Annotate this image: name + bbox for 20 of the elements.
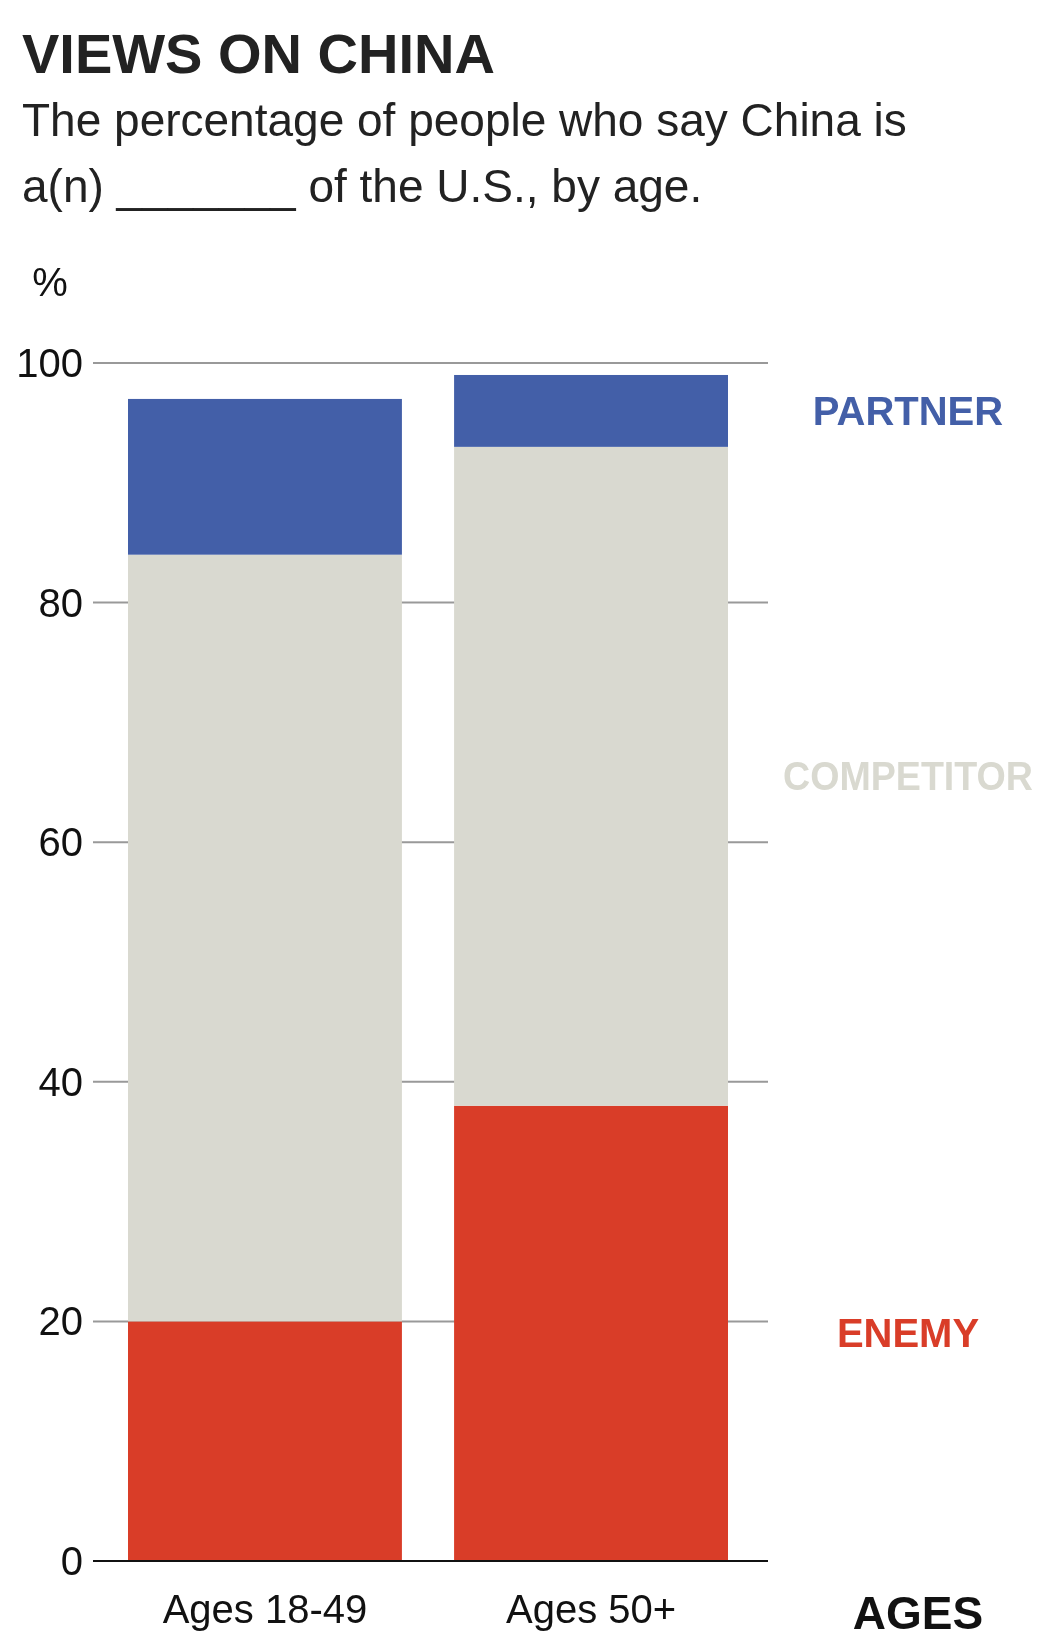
bar (454, 446, 728, 1106)
y-tick-label: 80 (38, 580, 83, 625)
text: ENEMY (836, 1311, 980, 1356)
chart-title: VIEWS ON CHINA (22, 22, 495, 85)
y-tick-label: 100 (16, 341, 83, 385)
chart-subtitle: The percentage of people who say China is a(n) _______ of the U.S., by age. (22, 94, 907, 212)
bar (128, 398, 402, 555)
y-tick-label: 40 (38, 1059, 83, 1104)
text: PARTNER (812, 388, 1004, 433)
x-axis-title: AGES (852, 1587, 984, 1639)
y-tick-label: 0 (60, 1539, 83, 1583)
x-tick-label: Ages 18-49 (162, 1587, 368, 1631)
x-tick-label: Ages 50+ (505, 1587, 677, 1631)
bar (128, 1321, 402, 1561)
y-axis-title: % (32, 260, 68, 304)
bar (454, 374, 728, 447)
bar (454, 1105, 728, 1561)
bar (128, 554, 402, 1322)
y-tick-label: 60 (38, 820, 83, 865)
y-tick-label: 20 (38, 1299, 83, 1344)
